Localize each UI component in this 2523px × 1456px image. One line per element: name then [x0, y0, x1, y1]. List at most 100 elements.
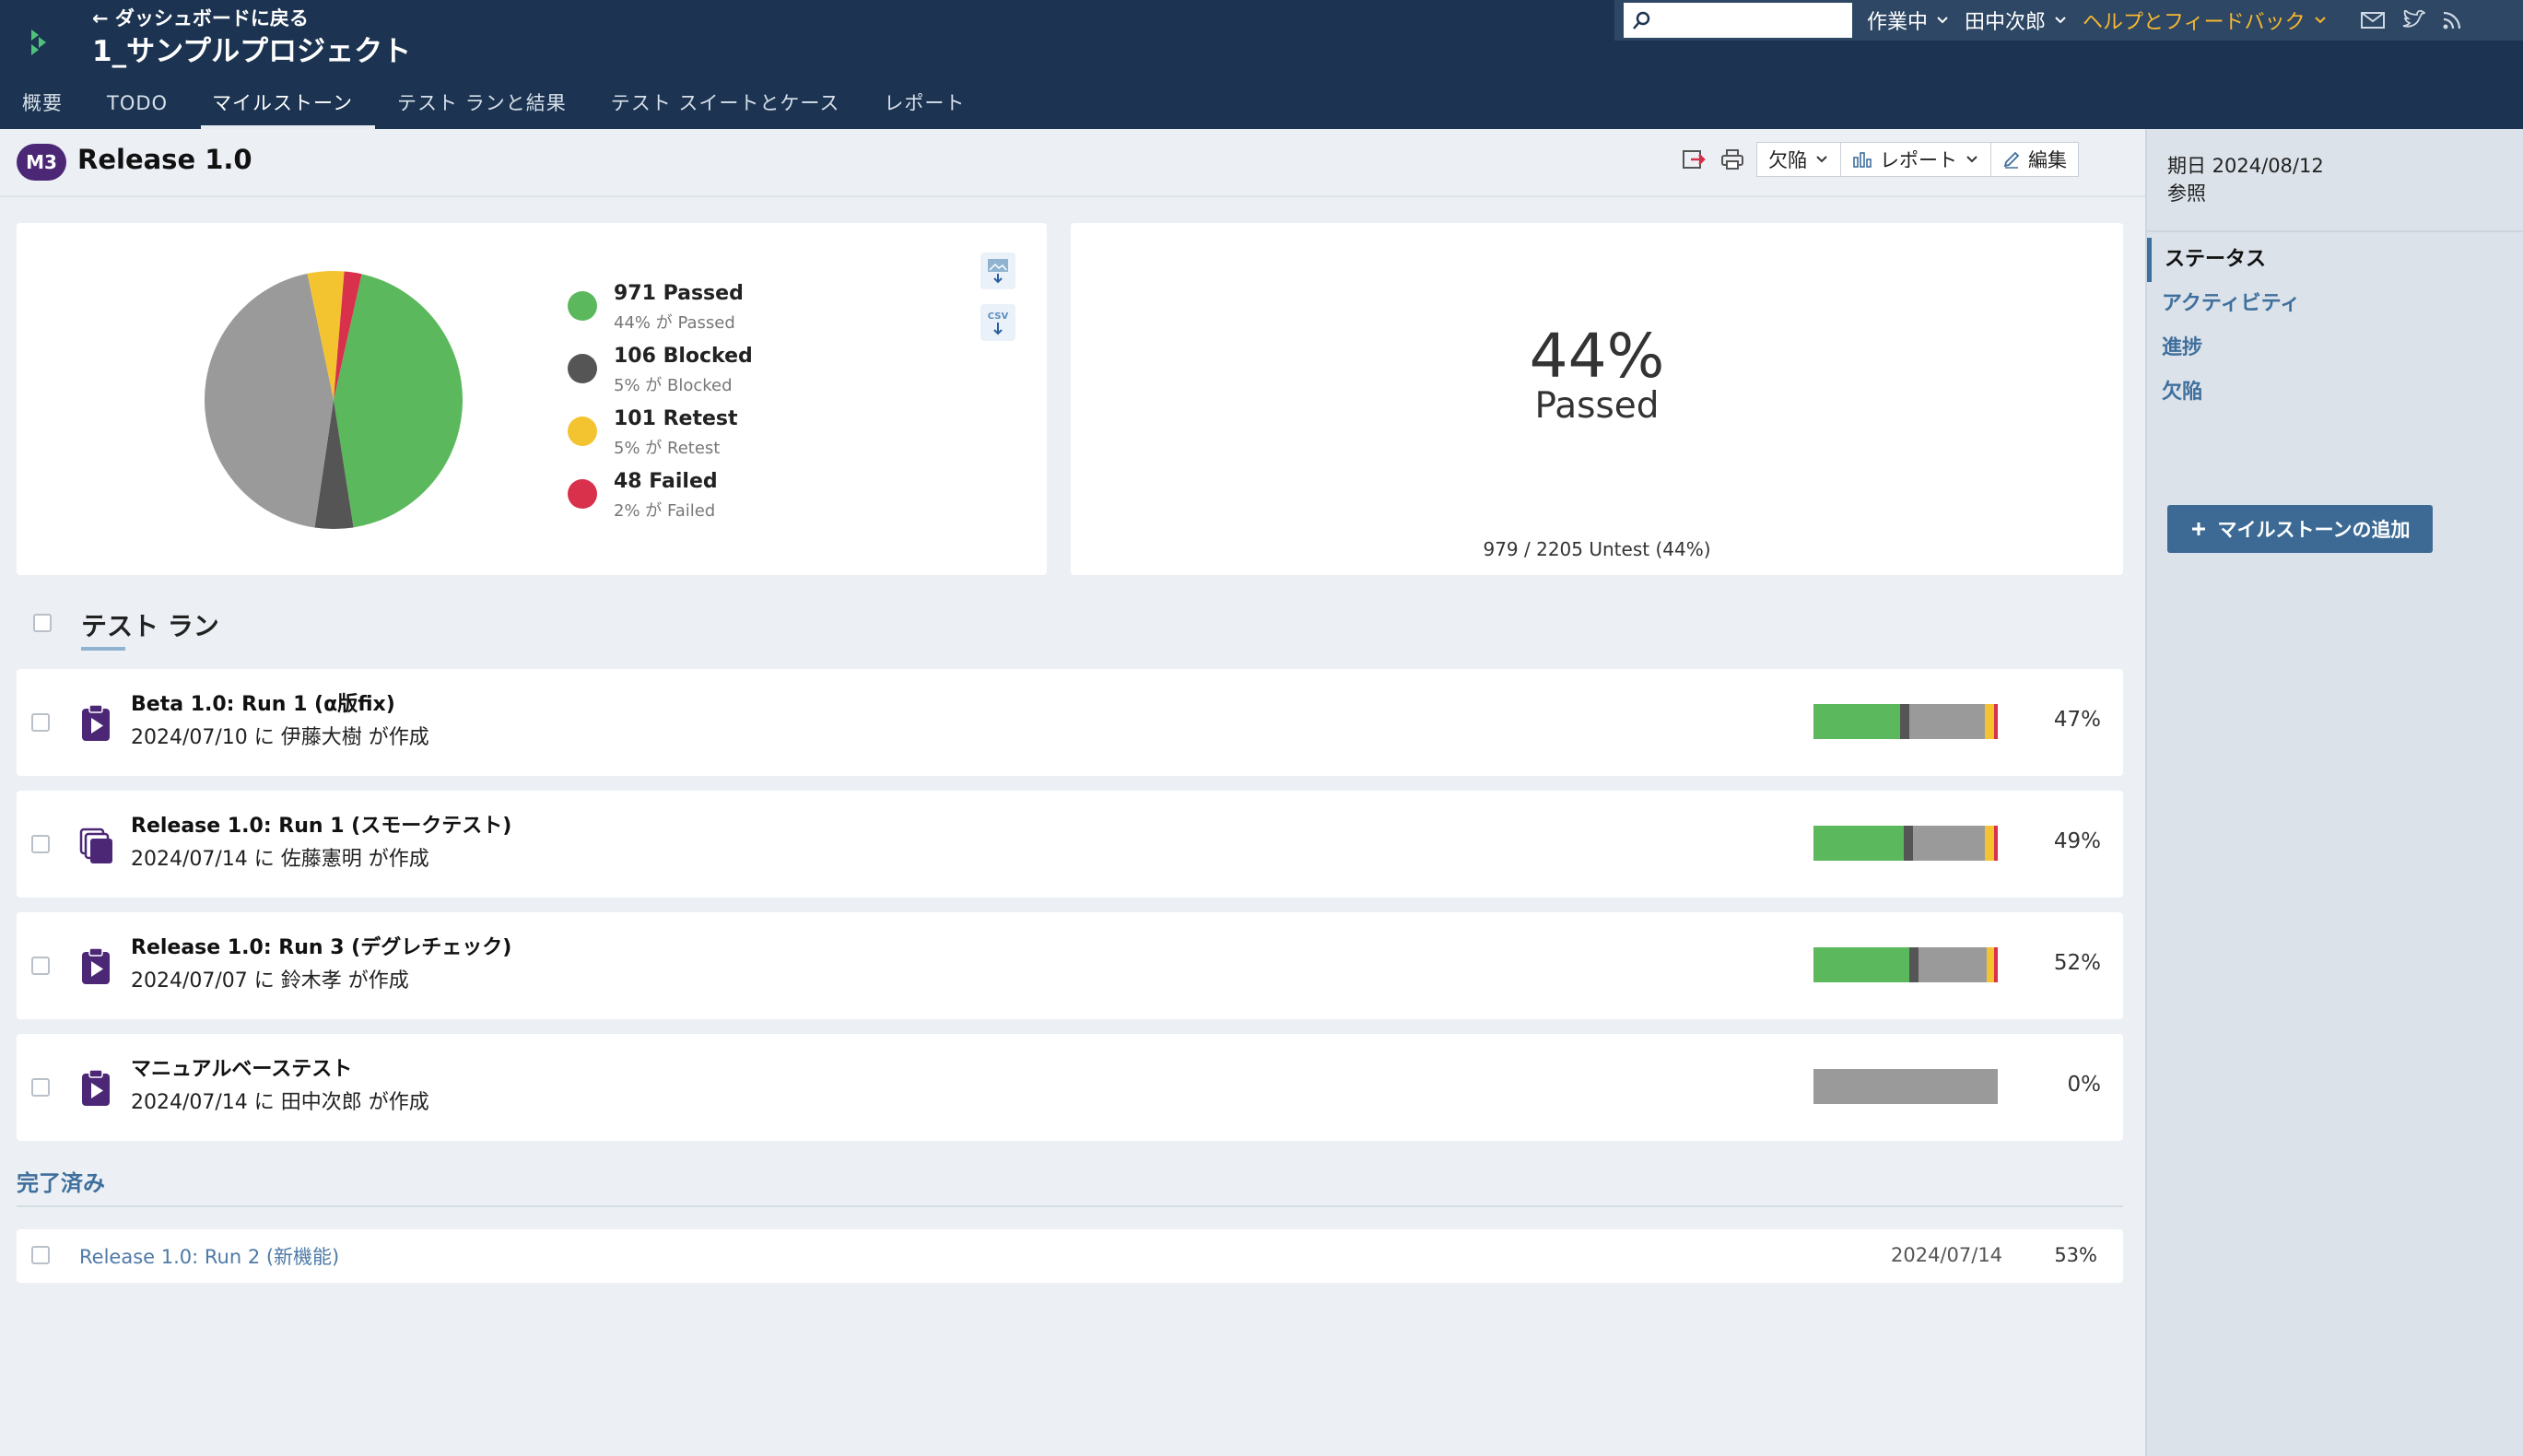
- image-download-icon[interactable]: [980, 252, 1015, 289]
- report-dropdown-label: レポート: [1880, 149, 1957, 171]
- defects-dropdown-label: 欠陥: [1768, 149, 1807, 171]
- run-meta: 2024/07/10 に 伊藤大樹 が作成: [131, 726, 429, 749]
- tab-test-suites[interactable]: テスト スイートとケース: [610, 92, 840, 114]
- export-icon[interactable]: [1679, 145, 1708, 174]
- bar-segment-failed: [1994, 947, 1998, 982]
- bar-chart-icon: [1853, 152, 1872, 168]
- test-run-row[interactable]: Release 1.0: Run 3 (デグレチェック) 2024/07/07 …: [17, 912, 2123, 1019]
- add-milestone-button[interactable]: マイルストーンの追加: [2167, 505, 2433, 553]
- test-run-row[interactable]: マニュアルベーステスト 2024/07/14 に 田中次郎 が作成 0%: [17, 1034, 2123, 1141]
- search-input[interactable]: [1659, 3, 1847, 36]
- select-all-checkbox[interactable]: [33, 614, 52, 632]
- completed-section-title[interactable]: 完了済み: [17, 1170, 105, 1196]
- pie-slice-blocked: [314, 400, 354, 529]
- bar-segment-untested: [1909, 704, 1985, 739]
- run-name[interactable]: Beta 1.0: Run 1 (α版fix): [131, 693, 395, 716]
- report-dropdown[interactable]: レポート: [1841, 142, 1991, 177]
- status-chart-card: 971 Passed 44% が Passed 106 Blocked 5% が…: [17, 223, 1047, 575]
- status-dropdown[interactable]: 作業中: [1867, 6, 1950, 35]
- test-run-row[interactable]: Release 1.0: Run 1 (スモークテスト) 2024/07/14 …: [17, 791, 2123, 898]
- sidebar-item-status[interactable]: ステータス: [2147, 238, 2523, 282]
- completed-run-name[interactable]: Release 1.0: Run 2 (新機能): [79, 1246, 340, 1268]
- twitter-icon[interactable]: [2401, 10, 2425, 30]
- legend-dot: [568, 354, 597, 383]
- pie-slice-untested: [205, 273, 334, 528]
- status-pie-chart: [205, 271, 463, 529]
- legend-sub: 2% が Failed: [614, 501, 716, 521]
- back-to-dashboard-link[interactable]: ← ダッシュボードに戻る: [92, 7, 309, 29]
- legend-sub: 44% が Passed: [614, 313, 735, 333]
- plus-icon: [2191, 523, 2205, 535]
- tab-reports[interactable]: レポート: [884, 92, 966, 114]
- tab-test-runs[interactable]: テスト ランと結果: [397, 92, 567, 114]
- legend-dot: [568, 291, 597, 321]
- mail-icon[interactable]: [2360, 11, 2385, 29]
- pass-label: Passed: [1534, 385, 1660, 427]
- bar-segment-retest: [1985, 704, 1994, 739]
- main-tabs: 概要 TODO マイルストーン テスト ランと結果 テスト スイートとケース レ…: [0, 85, 987, 129]
- bar-segment-retest: [1985, 826, 1994, 861]
- pie-slice-retest: [307, 271, 345, 400]
- runs-section-title: テスト ラン: [81, 611, 219, 641]
- chevron-down-icon: [2055, 17, 2066, 24]
- legend-title: 101 Retest: [614, 407, 738, 430]
- completed-run-checkbox[interactable]: [31, 1246, 50, 1264]
- legend-dot: [568, 479, 597, 509]
- sidebar-nav: ステータス アクティビティ 進捗 欠陥: [2147, 238, 2523, 415]
- app-header: ← ダッシュボードに戻る 1_サンプルプロジェクト 概要 TODO マイルストー…: [0, 0, 2523, 129]
- print-icon[interactable]: [1718, 145, 1747, 174]
- run-percent: 47%: [2053, 708, 2101, 732]
- tab-milestones[interactable]: マイルストーン: [190, 85, 375, 129]
- sidebar-item-progress[interactable]: 進捗: [2162, 336, 2203, 359]
- milestone-toolbar: 欠陥 レポート 編集: [1679, 142, 2079, 177]
- run-name[interactable]: Release 1.0: Run 3 (デグレチェック): [131, 936, 512, 959]
- pie-slice-failed: [334, 271, 362, 400]
- test-run-row[interactable]: Beta 1.0: Run 1 (α版fix) 2024/07/10 に 伊藤大…: [17, 669, 2123, 776]
- tab-todo[interactable]: TODO: [107, 92, 169, 114]
- milestone-badge: M3: [17, 144, 66, 181]
- app-logo-icon[interactable]: [26, 26, 59, 59]
- run-checkbox[interactable]: [31, 957, 50, 975]
- run-percent: 0%: [2067, 1073, 2102, 1097]
- run-name[interactable]: Release 1.0: Run 1 (スモークテスト): [131, 815, 512, 838]
- run-checkbox[interactable]: [31, 713, 50, 732]
- bar-segment-blocked: [1900, 704, 1909, 739]
- status-dropdown-label: 作業中: [1867, 11, 1929, 34]
- run-checkbox[interactable]: [31, 835, 50, 853]
- run-checkbox[interactable]: [31, 1078, 50, 1097]
- run-meta: 2024/07/14 に 佐藤憲明 が作成: [131, 848, 429, 871]
- run-progress-bar: [1813, 1069, 1998, 1104]
- defects-dropdown[interactable]: 欠陥: [1756, 142, 1841, 177]
- chevron-down-icon: [2314, 17, 2326, 24]
- completed-divider: [17, 1205, 2123, 1207]
- rss-icon[interactable]: [2442, 10, 2462, 30]
- run-progress-bar: [1813, 704, 1998, 739]
- sidebar-item-defects[interactable]: 欠陥: [2162, 381, 2203, 404]
- run-name[interactable]: マニュアルベーステスト: [131, 1058, 353, 1081]
- milestone-title: Release 1.0: [77, 144, 252, 175]
- legend-sub: 5% が Blocked: [614, 376, 733, 395]
- bar-segment-passed: [1813, 826, 1904, 861]
- user-dropdown[interactable]: 田中次郎: [1965, 6, 2068, 35]
- help-dropdown[interactable]: ヘルプとフィードバック: [2083, 6, 2328, 35]
- edit-button[interactable]: 編集: [1991, 142, 2079, 177]
- bar-segment-untested: [1813, 1069, 1998, 1104]
- completed-run-row[interactable]: Release 1.0: Run 2 (新機能) 2024/07/14 53%: [17, 1229, 2123, 1283]
- run-progress-bar: [1813, 826, 1998, 861]
- legend-title: 971 Passed: [614, 282, 744, 305]
- top-utility-bar: 作業中 田中次郎 ヘルプとフィードバック: [1614, 0, 2523, 41]
- bar-segment-untested: [1919, 947, 1987, 982]
- bar-segment-passed: [1813, 947, 1909, 982]
- csv-download-icon[interactable]: CSV: [980, 304, 1015, 341]
- sidebar-item-activity[interactable]: アクティビティ: [2162, 292, 2301, 315]
- pass-percentage: 44%: [1529, 321, 1665, 392]
- due-date: 期日 2024/08/12: [2167, 155, 2324, 177]
- legend-title: 106 Blocked: [614, 345, 753, 368]
- edit-button-label: 編集: [2028, 149, 2067, 171]
- tab-overview[interactable]: 概要: [22, 92, 63, 114]
- search-box[interactable]: [1624, 3, 1852, 38]
- pie-slice-passed: [334, 274, 463, 528]
- run-meta: 2024/07/07 に 鈴木孝 が作成: [131, 969, 409, 992]
- pass-summary-card: 44% Passed 979 / 2205 Untest (44%): [1071, 223, 2123, 575]
- project-title[interactable]: 1_サンプルプロジェクト: [92, 35, 412, 68]
